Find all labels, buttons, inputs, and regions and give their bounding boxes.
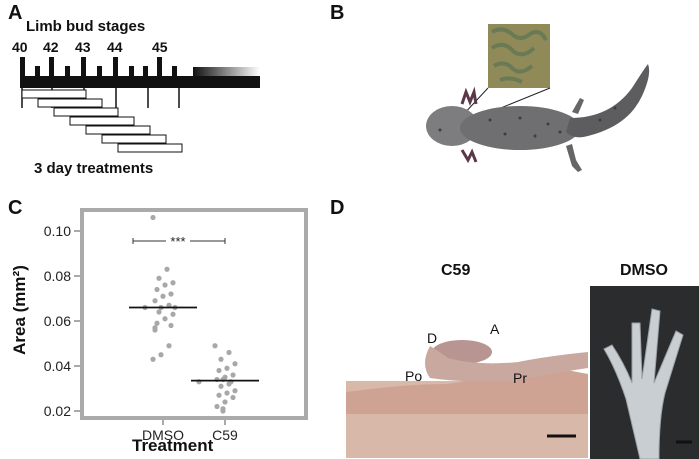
y-tick-label: 0.06	[44, 313, 71, 329]
stage-number-40: 40	[12, 39, 28, 55]
x-axis-title: Treatment	[132, 436, 214, 455]
anterior-label: A	[490, 321, 500, 337]
stage-tick-major	[20, 57, 25, 77]
significance-stars: ***	[170, 234, 185, 249]
data-point	[168, 291, 174, 297]
x-tick-label: DMSO	[142, 427, 184, 443]
treatment-window	[21, 89, 87, 99]
data-point	[166, 302, 172, 308]
data-point	[218, 383, 224, 389]
axolotl-gills	[460, 86, 478, 164]
data-point	[166, 343, 172, 349]
stage-tick-major	[113, 57, 118, 77]
stage-tick-major	[81, 57, 86, 77]
axolotl-tail	[566, 64, 650, 138]
y-tick-label: 0.10	[44, 223, 71, 239]
data-point	[156, 309, 162, 315]
panel-a-label: A	[8, 2, 23, 24]
data-point	[230, 372, 236, 378]
stage-number-42: 42	[43, 39, 59, 55]
stage-bar	[20, 76, 260, 88]
stage-number-44: 44	[107, 39, 123, 55]
data-point	[170, 311, 176, 317]
stage-tick-minor	[129, 66, 134, 77]
treatment-window	[53, 107, 119, 117]
data-point	[150, 356, 156, 362]
panel-d-label: D	[330, 197, 345, 219]
stage-tick-minor	[143, 66, 148, 77]
data-point	[230, 394, 236, 401]
dmso-image-title: DMSO	[620, 262, 668, 279]
y-tick-label: 0.04	[44, 358, 71, 374]
data-point	[224, 390, 230, 396]
data-point	[220, 408, 226, 414]
stage-tick-major	[49, 57, 54, 77]
data-point	[168, 322, 174, 329]
data-point	[160, 293, 166, 299]
stage-tick-minor	[97, 66, 102, 77]
data-point	[154, 320, 160, 326]
stage-tick-minor	[172, 66, 177, 77]
data-point	[222, 399, 228, 405]
data-point	[162, 282, 168, 288]
treatment-window	[85, 125, 151, 135]
c59-image-title: C59	[441, 262, 471, 279]
panel-c-label: C	[8, 197, 23, 219]
stage-tick-minor	[35, 66, 40, 77]
data-point	[224, 365, 230, 371]
stage-tick-minor	[65, 66, 70, 77]
data-point	[216, 392, 222, 398]
treatments-caption: 3 day treatments	[34, 160, 154, 177]
data-point	[156, 275, 162, 281]
data-point	[212, 343, 218, 349]
y-tick-label: 0.08	[44, 268, 71, 284]
data-point	[170, 280, 176, 286]
data-point	[154, 286, 160, 293]
treatment-window	[117, 143, 183, 153]
data-point	[164, 266, 170, 272]
axolotl-hind-leg	[566, 144, 582, 172]
stage-bar-fade	[193, 67, 260, 76]
y-tick-label: 0.02	[44, 403, 71, 419]
plot-frame	[80, 208, 308, 420]
data-point	[158, 352, 164, 358]
data-point	[162, 316, 168, 322]
treatment-window	[69, 116, 135, 126]
data-point	[232, 388, 238, 394]
data-point	[226, 381, 232, 387]
data-point	[152, 327, 158, 333]
axolotl-body	[460, 106, 580, 150]
data-point	[150, 214, 156, 221]
limb-bud-stages-title: Limb bud stages	[26, 18, 146, 35]
data-point	[218, 356, 224, 362]
data-point	[232, 361, 238, 367]
distal-label: D	[427, 330, 438, 346]
data-point	[226, 349, 232, 356]
stage-tick-major	[157, 57, 162, 77]
treatment-window	[101, 134, 167, 144]
posterior-label: Po	[405, 368, 423, 384]
stage-number-43: 43	[75, 39, 91, 55]
treatment-window	[37, 98, 103, 108]
data-point	[214, 403, 220, 410]
dmso-limb	[603, 308, 684, 459]
data-point	[152, 298, 158, 304]
x-tick-label: C59	[212, 427, 238, 443]
stage-number-45: 45	[152, 39, 168, 55]
proximal-label: Pr	[513, 370, 527, 386]
data-point	[216, 367, 222, 374]
panel-b-label: B	[330, 2, 345, 24]
